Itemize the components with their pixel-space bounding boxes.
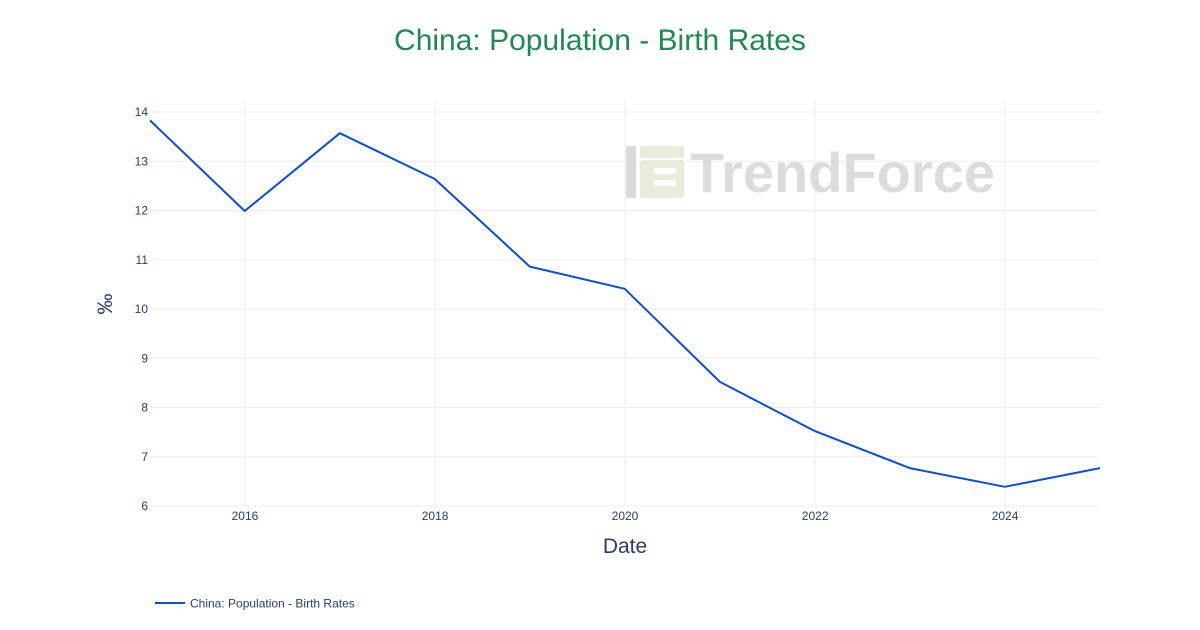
watermark-text: TrendForce	[690, 141, 995, 204]
y-tick-label: 6	[141, 499, 148, 513]
data-point[interactable]	[1004, 486, 1006, 488]
trendforce-logo-icon	[626, 146, 684, 198]
y-tick-label: 8	[141, 401, 148, 415]
series-layer	[149, 119, 1101, 488]
data-point[interactable]	[149, 119, 151, 121]
y-tick-label: 14	[135, 105, 149, 119]
data-point[interactable]	[244, 210, 246, 212]
data-point[interactable]	[434, 178, 436, 180]
data-point[interactable]	[719, 381, 721, 383]
x-tick-label: 2024	[992, 509, 1019, 523]
x-tick-label: 2020	[612, 509, 639, 523]
x-axis-title: Date	[603, 535, 647, 558]
y-tick-label: 10	[135, 302, 149, 316]
x-tick-label: 2022	[802, 509, 829, 523]
x-tick-label: 2018	[422, 509, 449, 523]
legend-label: China: Population - Birth Rates	[190, 597, 355, 611]
series-line[interactable]	[149, 119, 1101, 488]
watermark: TrendForce	[626, 141, 995, 204]
data-point[interactable]	[1099, 467, 1101, 469]
legend[interactable]: China: Population - Birth Rates	[155, 597, 355, 611]
x-tick-label: 2016	[232, 509, 259, 523]
y-tick-label: 7	[141, 450, 148, 464]
data-point[interactable]	[529, 266, 531, 268]
data-point[interactable]	[624, 288, 626, 290]
y-axis-title: ‰	[94, 294, 117, 315]
data-point[interactable]	[814, 430, 816, 432]
y-tick-label: 9	[141, 351, 148, 365]
data-point[interactable]	[909, 467, 911, 469]
y-tick-label: 13	[135, 154, 149, 168]
chart-title: China: Population - Birth Rates	[394, 24, 806, 57]
gridlines	[150, 100, 1100, 507]
y-tick-label: 11	[136, 253, 149, 267]
y-tick-label: 12	[135, 204, 149, 218]
axes: 6 7 8 9 10 11 12 13 14 2016 2018 2020 2022 2024	[135, 105, 1019, 523]
data-point[interactable]	[339, 132, 341, 134]
